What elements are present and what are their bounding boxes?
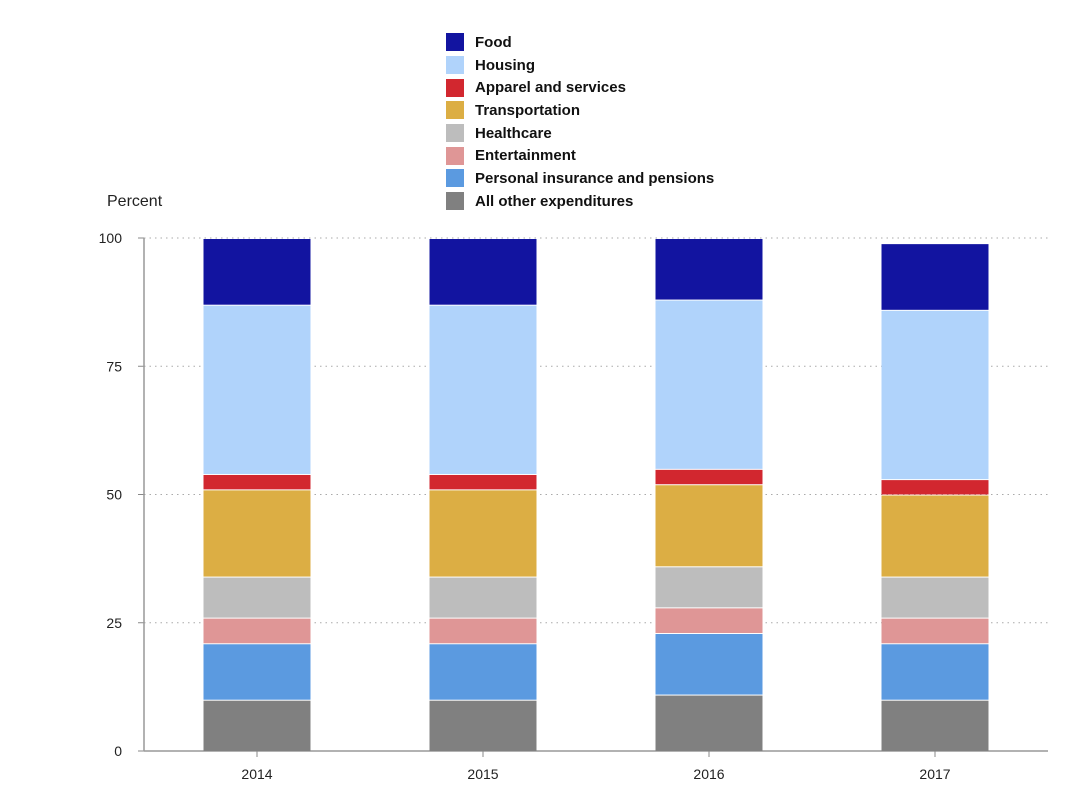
bar-segment-transportation-2015: [429, 490, 537, 577]
legend-label: Housing: [475, 56, 535, 74]
legend-label: All other expenditures: [475, 192, 634, 210]
legend-label: Entertainment: [475, 147, 576, 165]
legend-label: Healthcare: [475, 124, 552, 142]
legend-item: Transportation: [446, 99, 714, 122]
legend-label: Personal insurance and pensions: [475, 169, 715, 187]
legend-swatch: [446, 56, 464, 75]
bar-segment-transportation-2014: [203, 490, 311, 577]
bar-segment-personal-insurance-and-pensions-2017: [881, 644, 989, 700]
legend-label: Apparel and services: [475, 79, 626, 97]
y-tick-label: 50: [106, 487, 122, 503]
bar-segment-all-other-expenditures-2016: [655, 695, 763, 751]
legend-item: Housing: [446, 54, 714, 77]
legend-item: Apparel and services: [446, 76, 714, 99]
bar-segment-all-other-expenditures-2015: [429, 700, 537, 751]
bar-segment-personal-insurance-and-pensions-2016: [655, 634, 763, 695]
bar-segment-entertainment-2014: [203, 618, 311, 644]
bar-segment-transportation-2016: [655, 485, 763, 567]
legend-item: Food: [446, 31, 714, 54]
bar-segment-housing-2017: [881, 310, 989, 480]
legend-swatch: [446, 101, 464, 120]
bar-segment-apparel-and-services-2015: [429, 474, 537, 490]
bar-segment-entertainment-2015: [429, 618, 537, 644]
y-tick-label: 75: [106, 358, 122, 374]
bar-segment-food-2015: [429, 239, 537, 305]
x-tick-label: 2014: [241, 766, 272, 782]
bar-segment-food-2014: [203, 239, 311, 305]
bar-segment-healthcare-2016: [655, 567, 763, 608]
bar-segment-healthcare-2014: [203, 577, 311, 618]
x-tick-label: 2015: [467, 766, 498, 782]
bar-segment-entertainment-2017: [881, 618, 989, 644]
x-tick-label: 2016: [693, 766, 724, 782]
bar-segment-all-other-expenditures-2014: [203, 700, 311, 751]
y-tick-label: 25: [106, 615, 122, 631]
bar-segment-personal-insurance-and-pensions-2015: [429, 644, 537, 700]
y-tick-label: 100: [99, 230, 123, 246]
bar-segment-healthcare-2015: [429, 577, 537, 618]
bar-segment-entertainment-2016: [655, 608, 763, 634]
legend-item: Healthcare: [446, 122, 714, 145]
bar-segment-all-other-expenditures-2017: [881, 700, 989, 751]
bar-segment-healthcare-2017: [881, 577, 989, 618]
legend-swatch: [446, 124, 464, 143]
bar-segment-apparel-and-services-2016: [655, 469, 763, 485]
legend-label: Transportation: [475, 101, 581, 119]
y-axis-label: Percent: [107, 193, 163, 210]
legend-swatch: [446, 146, 464, 165]
bar-segment-food-2016: [655, 239, 763, 300]
legend-swatch: [446, 169, 464, 188]
legend-swatch: [446, 33, 464, 52]
bar-segment-housing-2015: [429, 305, 537, 474]
legend-swatch: [446, 192, 464, 211]
legend-item: Entertainment: [446, 144, 714, 167]
bar-segment-food-2017: [881, 244, 989, 310]
bar-segment-personal-insurance-and-pensions-2014: [203, 644, 311, 700]
legend-item: Personal insurance and pensions: [446, 167, 714, 190]
y-tick-label: 0: [114, 743, 122, 759]
bar-segment-transportation-2017: [881, 495, 989, 577]
bar-segment-housing-2016: [655, 300, 763, 469]
legend-item: All other expenditures: [446, 190, 714, 213]
legend-swatch: [446, 78, 464, 97]
bar-segment-housing-2014: [203, 305, 311, 474]
legend: Food Housing Apparel and services Transport…: [446, 31, 714, 213]
x-tick-label: 2017: [919, 766, 950, 782]
legend-label: Food: [475, 33, 512, 51]
bar-segment-apparel-and-services-2017: [881, 480, 989, 495]
bar-segment-apparel-and-services-2014: [203, 474, 311, 490]
